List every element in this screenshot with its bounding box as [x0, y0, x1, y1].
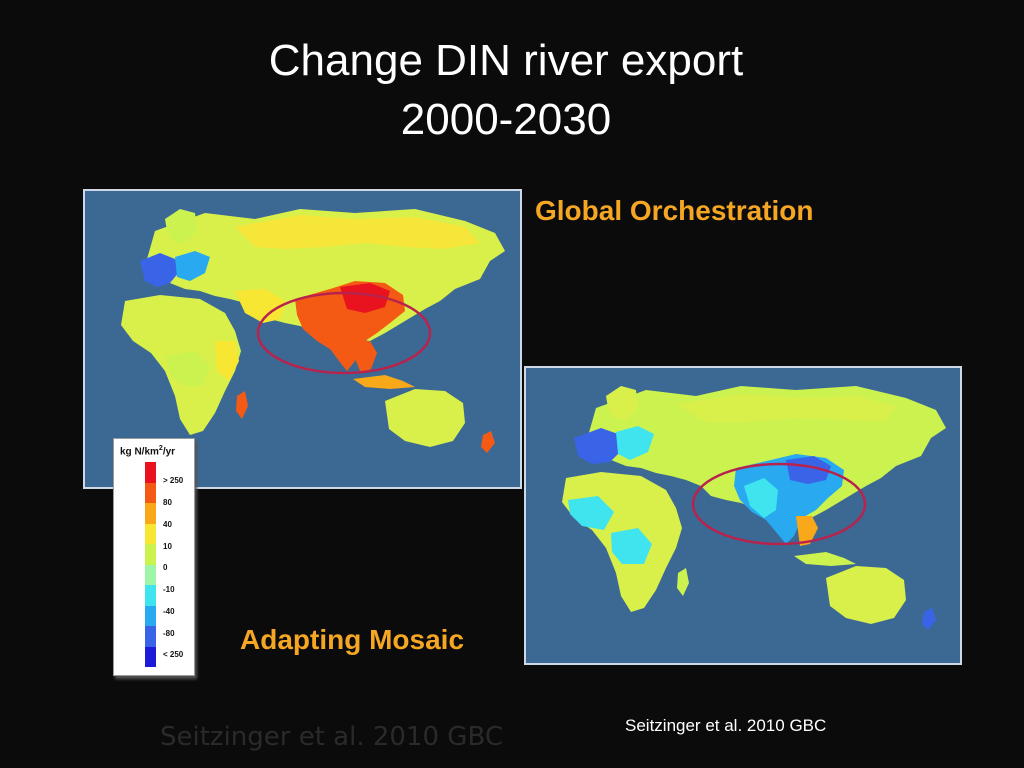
india-core: [744, 478, 778, 518]
color-legend: kg N/km2/yr > 250 80 40 10 0 -10 -40 -80 < 250: [113, 438, 195, 676]
new-zealand: [481, 431, 495, 453]
scenario-label-global-orchestration: Global Orchestration: [535, 195, 814, 226]
highlight-ring: [256, 291, 432, 375]
indonesia: [794, 552, 856, 566]
legend-tick-label: 0: [163, 563, 168, 573]
citation: Seitzinger et al. 2010 GBC: [625, 716, 827, 735]
legend-tick-label: -80: [163, 628, 175, 638]
china-core: [340, 283, 390, 313]
citation-faint: Seitzinger et al. 2010 GBC: [160, 722, 503, 752]
europe-central: [175, 251, 210, 281]
slide-subtitle-years: 2000-2030: [400, 95, 612, 144]
russia-band: [676, 394, 896, 422]
legend-tick-label: 40: [163, 519, 172, 529]
legend-swatch: [145, 585, 156, 606]
legend-swatch: [145, 626, 156, 647]
legend-swatch: [145, 503, 156, 524]
slide-title: Change DIN river export: [268, 36, 744, 85]
siberia-band: [235, 215, 480, 249]
scandinavia: [606, 386, 638, 420]
map-global-orchestration-svg: [121, 209, 505, 453]
map-adapting-mosaic: [524, 366, 962, 665]
legend-tick-label: 10: [163, 541, 172, 551]
legend-swatch: [145, 605, 156, 626]
legend-swatch: [145, 564, 156, 585]
africa-east: [215, 341, 239, 381]
middle-east: [235, 289, 285, 323]
legend-tick-label: 80: [163, 498, 172, 508]
legend-unit-prefix: kg N/km: [120, 446, 159, 458]
china-core: [786, 456, 831, 484]
africa-central: [611, 528, 652, 564]
map-global-orchestration: [83, 189, 522, 489]
southeast-asia: [353, 341, 377, 373]
legend-unit-exponent: 2: [158, 445, 163, 452]
legend-swatch: [145, 482, 156, 503]
africa-central: [165, 351, 210, 386]
southeast-asia: [796, 516, 818, 546]
madagascar: [677, 568, 689, 596]
europe-west: [574, 428, 622, 464]
scenario-label-adapting-mosaic: Adapting Mosaic: [240, 624, 465, 655]
legend-swatch: [145, 462, 156, 483]
map-adapting-mosaic-svg: [562, 386, 946, 630]
australia: [826, 566, 906, 624]
europe-west: [140, 253, 180, 287]
legend-tick-label: < 250: [163, 650, 184, 660]
legend-swatch: [145, 544, 156, 565]
madagascar: [236, 391, 248, 419]
indonesia: [353, 375, 415, 389]
legend-color-bar: [145, 462, 156, 667]
australia: [385, 389, 465, 447]
scandinavia: [165, 209, 197, 243]
europe-central: [616, 426, 654, 460]
legend-tick-label: > 250: [163, 476, 184, 486]
legend-swatch: [145, 523, 156, 544]
legend-unit-suffix: /yr: [162, 446, 176, 458]
legend-tick-label: -10: [163, 585, 175, 595]
africa-west: [568, 496, 614, 530]
legend-swatch: [145, 646, 156, 667]
legend-tick-label: -40: [163, 606, 175, 616]
highlight-ring: [691, 462, 867, 546]
legend-unit: kg N/km2/yr: [120, 445, 175, 457]
new-zealand: [922, 608, 936, 630]
